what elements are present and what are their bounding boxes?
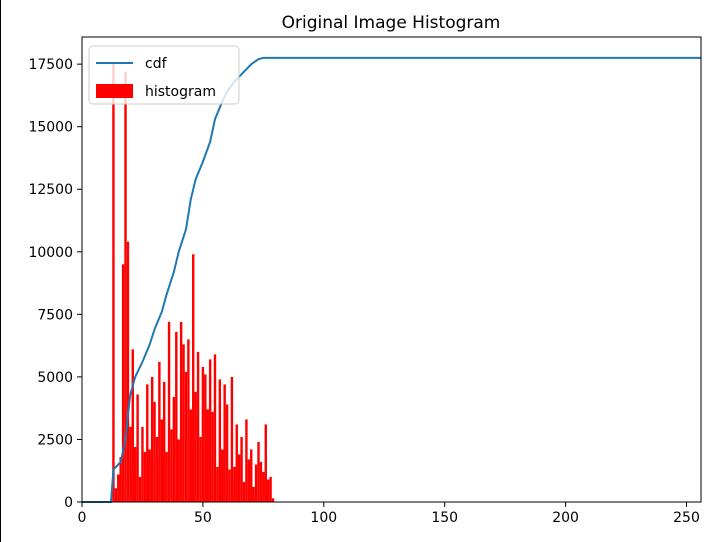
histogram-bar xyxy=(138,476,142,502)
histogram-bar xyxy=(114,488,118,502)
histogram-bar xyxy=(160,419,164,502)
histogram-bar xyxy=(124,71,127,502)
histogram-bar xyxy=(121,264,125,502)
histogram-bar xyxy=(126,241,130,502)
histogram-bar xyxy=(211,411,214,502)
histogram-bar xyxy=(225,404,229,502)
histogram-bar xyxy=(163,381,166,502)
histogram-bar xyxy=(177,439,180,502)
histogram-bar xyxy=(182,344,185,502)
histogram-bar xyxy=(257,441,260,502)
y-tick-label: 5000 xyxy=(37,370,73,386)
histogram-bar xyxy=(170,429,173,502)
x-tick-label: 150 xyxy=(431,510,458,526)
histogram-bar xyxy=(237,454,241,502)
histogram-bar xyxy=(204,374,207,502)
x-tick-label: 100 xyxy=(310,510,337,526)
histogram-bar xyxy=(155,436,159,502)
histogram-bar xyxy=(192,254,195,502)
histogram-bar xyxy=(240,436,243,502)
histogram-bar xyxy=(201,366,205,502)
y-tick-label: 0 xyxy=(64,495,73,511)
histogram-bar xyxy=(117,474,120,502)
legend: cdf histogram xyxy=(88,45,240,105)
histogram-bar xyxy=(129,426,132,502)
histogram-bar xyxy=(150,376,154,502)
x-tick-label: 0 xyxy=(78,510,87,526)
histogram-bar xyxy=(208,359,212,502)
axes: 0 50 100 150 200 2500250050007500100001250015… xyxy=(28,36,702,526)
histogram-bar xyxy=(199,436,202,502)
histogram-bar xyxy=(269,476,272,502)
histogram-bar xyxy=(136,394,139,502)
histogram-bar xyxy=(245,419,248,502)
histogram-bar xyxy=(196,351,200,502)
y-tick-label: 15000 xyxy=(28,120,73,136)
y-tick-label: 17500 xyxy=(28,57,73,73)
y-tick-label: 2500 xyxy=(37,432,73,448)
histogram-bar xyxy=(254,464,258,502)
histogram-bar xyxy=(131,349,134,502)
x-tick-label: 200 xyxy=(552,510,579,526)
histogram-bar xyxy=(259,461,263,502)
histogram-bar xyxy=(206,409,209,502)
histogram-bar xyxy=(235,424,238,502)
histogram-bar xyxy=(233,466,236,502)
histogram-bar xyxy=(242,481,246,502)
x-tick-label: 50 xyxy=(194,510,212,526)
histogram-bar xyxy=(141,426,144,502)
histogram-bar xyxy=(158,361,161,502)
histogram-bar xyxy=(148,449,151,502)
legend-histogram-label: histogram xyxy=(145,84,216,100)
x-tick-label: 250 xyxy=(673,510,700,526)
histogram-bar xyxy=(175,331,178,502)
histogram-bar xyxy=(112,64,115,502)
histogram-bar xyxy=(194,391,197,502)
histogram-bar xyxy=(184,371,188,502)
plot-area xyxy=(82,56,701,503)
histogram-bar xyxy=(165,451,168,502)
histogram-bar xyxy=(247,459,251,502)
histogram-bar xyxy=(252,486,255,502)
histogram-bar xyxy=(119,456,122,502)
y-tick-label: 7500 xyxy=(37,307,73,323)
histogram-bar xyxy=(187,339,190,502)
y-tick-label: 12500 xyxy=(28,182,73,198)
legend-cdf-label: cdf xyxy=(145,56,168,72)
histogram-bar xyxy=(230,376,234,502)
left-edge-line xyxy=(0,0,1,542)
cdf-line xyxy=(82,56,701,503)
legend-histogram-swatch xyxy=(96,84,133,98)
histogram-bar xyxy=(264,424,267,502)
y-tick-label: 10000 xyxy=(28,245,73,261)
histogram-bar xyxy=(133,446,137,502)
histogram-bar xyxy=(223,384,226,502)
histogram-bar xyxy=(221,449,224,502)
histogram-bar xyxy=(143,451,147,502)
axes-frame xyxy=(81,36,702,503)
histogram-bar xyxy=(262,471,265,502)
histogram-bar xyxy=(271,498,275,502)
histogram-bar xyxy=(266,479,270,502)
histogram-bar xyxy=(216,466,219,502)
histogram-bar xyxy=(250,449,253,502)
histogram-bar xyxy=(172,396,176,502)
histogram-bar xyxy=(228,469,231,502)
histogram-bar xyxy=(153,401,156,502)
histogram-bar xyxy=(213,354,217,502)
histogram-bar xyxy=(179,321,183,502)
histogram-bar xyxy=(167,321,171,502)
chart-title: Original Image Histogram xyxy=(282,13,501,33)
histogram-bar xyxy=(218,379,222,502)
histogram-bar xyxy=(189,409,193,502)
histogram-bar xyxy=(146,384,149,502)
